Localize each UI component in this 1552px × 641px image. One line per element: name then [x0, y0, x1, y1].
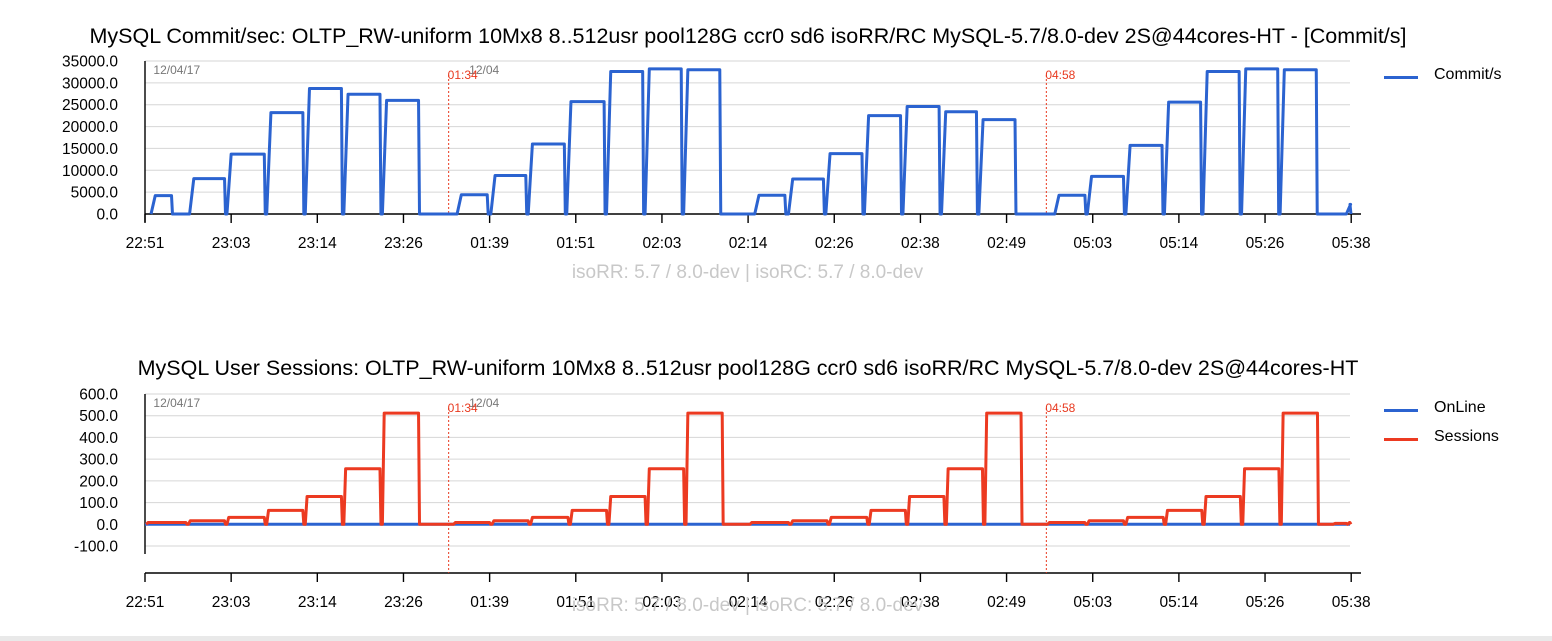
series-line-sessions [145, 411, 1353, 526]
y-tick-label: 400.0 [79, 430, 118, 447]
sessions-chart-subtitle: isoRR: 5.7 / 8.0-dev | isoRC: 5.7 / 8.0-… [571, 595, 924, 616]
time-marker-label: 01:34 [448, 68, 478, 82]
y-tick-label: 5000.0 [71, 185, 119, 202]
y-tick-label: 20000.0 [62, 119, 118, 136]
x-tick-label: 01:39 [470, 594, 509, 611]
legend-label-commit: Commit/s [1434, 66, 1502, 83]
y-tick-label: 10000.0 [62, 163, 118, 180]
x-tick-label: 23:03 [212, 235, 251, 252]
time-marker-label: 01:34 [448, 401, 478, 415]
x-tick-label: 02:38 [901, 235, 940, 252]
commit-chart-subtitle: isoRR: 5.7 / 8.0-dev | isoRC: 5.7 / 8.0-… [571, 262, 924, 283]
x-tick-label: 01:51 [556, 594, 595, 611]
x-tick-label: 23:14 [298, 235, 337, 252]
sessions-chart-plot: 600.0 500.0 400.0 300.0 200.0 100.0 0.0 -100.0 2… [74, 387, 1371, 612]
x-tick-label: 01:39 [470, 235, 509, 252]
x-tick-label: 22:51 [126, 235, 165, 252]
commit-chart-panel: MySQL Commit/sec: OLTP_RW-uniform 10Mx8 … [0, 0, 1552, 300]
x-tick-label: 05:14 [1159, 235, 1198, 252]
x-tick-label: 02:26 [815, 594, 854, 611]
y-tick-label: 30000.0 [62, 75, 118, 92]
y-tick-label: 100.0 [79, 495, 118, 512]
date-label: 12/04 [469, 396, 499, 410]
y-tick-label: 25000.0 [62, 97, 118, 114]
x-tick-label: 05:14 [1159, 594, 1198, 611]
x-tick-label: 02:26 [815, 235, 854, 252]
x-tick-label: 23:14 [298, 594, 337, 611]
legend-swatch-commit [1384, 76, 1418, 79]
y-tick-label: 15000.0 [62, 141, 118, 158]
x-tick-label: 05:03 [1073, 594, 1112, 611]
y-tick-label: 500.0 [79, 408, 118, 425]
y-tick-label: 35000.0 [62, 54, 118, 71]
legend-label-sessions: Sessions [1434, 428, 1499, 445]
x-tick-label: 02:38 [901, 594, 940, 611]
commit-chart-title: MySQL Commit/sec: OLTP_RW-uniform 10Mx8 … [89, 24, 1407, 48]
y-tick-label: 300.0 [79, 452, 118, 469]
page-bottom-bar [0, 636, 1552, 641]
y-tick-label: 600.0 [79, 387, 118, 404]
x-tick-label: 23:26 [384, 235, 423, 252]
sessions-chart-title: MySQL User Sessions: OLTP_RW-uniform 10M… [137, 356, 1359, 380]
y-tick-label: 200.0 [79, 473, 118, 490]
time-marker-label: 04:58 [1045, 68, 1075, 82]
x-tick-label: 05:26 [1246, 235, 1285, 252]
x-tick-label: 02:03 [643, 594, 682, 611]
legend-swatch-sessions [1384, 438, 1418, 441]
x-tick-label: 23:03 [212, 594, 251, 611]
time-marker-label: 04:58 [1045, 401, 1075, 415]
date-label: 12/04/17 [153, 63, 200, 77]
y-tick-label: -100.0 [74, 539, 118, 556]
sessions-chart-panel: MySQL User Sessions: OLTP_RW-uniform 10M… [0, 350, 1552, 640]
x-tick-label: 02:14 [729, 594, 768, 611]
commit-chart-plot: 35000.0 30000.0 25000.0 20000.0 15000.0 10000… [62, 54, 1371, 253]
x-tick-label: 01:51 [556, 235, 595, 252]
x-tick-label: 02:03 [643, 235, 682, 252]
date-label: 12/04/17 [153, 396, 200, 410]
y-tick-label: 0.0 [96, 517, 118, 534]
date-label: 12/04 [469, 63, 499, 77]
x-tick-label: 22:51 [126, 594, 165, 611]
x-tick-label: 05:38 [1332, 594, 1371, 611]
x-tick-label: 05:38 [1332, 235, 1371, 252]
x-tick-label: 05:03 [1073, 235, 1112, 252]
y-tick-label: 0.0 [96, 207, 118, 224]
x-tick-label: 23:26 [384, 594, 423, 611]
x-tick-label: 02:49 [987, 235, 1026, 252]
series-line-commit-s [149, 67, 1353, 216]
legend-label-online: OnLine [1434, 399, 1486, 416]
legend-swatch-online [1384, 409, 1418, 412]
x-tick-label: 05:26 [1246, 594, 1285, 611]
x-tick-label: 02:49 [987, 594, 1026, 611]
x-tick-label: 02:14 [729, 235, 768, 252]
